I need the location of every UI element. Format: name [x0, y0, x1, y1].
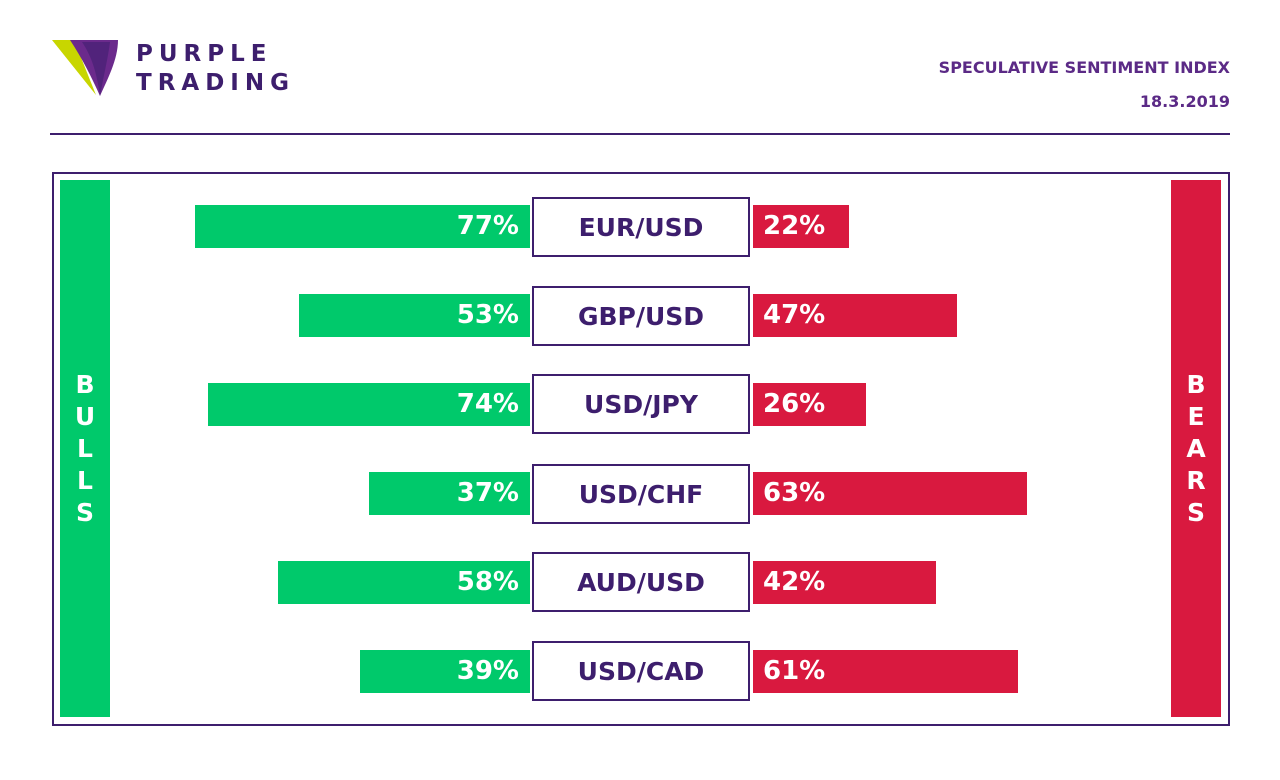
bears-letter: S [1186, 497, 1205, 527]
bull-bar: 74% [208, 383, 530, 426]
bulls-letter: L [77, 433, 93, 463]
brand-line-1: PURPLE [136, 41, 273, 67]
bulls-letter: S [75, 497, 94, 527]
bears-letter: R [1186, 465, 1206, 495]
currency-pair-label: USD/JPY [532, 374, 750, 434]
report-date: 18.3.2019 [1139, 92, 1230, 111]
bull-bar: 53% [299, 294, 530, 337]
bears-letter: A [1186, 433, 1206, 463]
bear-bar: 61% [753, 650, 1019, 693]
bear-bar: 26% [753, 383, 867, 426]
page-title: SPECULATIVE SENTIMENT INDEX [938, 58, 1230, 77]
bull-bar: 37% [369, 472, 530, 515]
bears-letter: B [1186, 369, 1206, 399]
bear-bar: 42% [753, 561, 936, 604]
currency-pair-label: EUR/USD [532, 197, 750, 257]
brand-line-2: TRADING [136, 70, 295, 96]
logo-mark-icon [52, 40, 118, 96]
currency-pair-label: GBP/USD [532, 286, 750, 346]
bull-bar: 39% [360, 650, 530, 693]
bear-bar: 22% [753, 205, 849, 248]
brand-name: PURPLE TRADING [136, 40, 295, 98]
bull-bar: 58% [277, 561, 530, 604]
chart-frame [52, 172, 1230, 726]
currency-pair-label: USD/CHF [532, 464, 750, 524]
bull-bar: 77% [195, 205, 530, 248]
bears-letter: E [1187, 401, 1205, 431]
bulls-letter: U [74, 401, 96, 431]
bear-bar: 63% [753, 472, 1028, 515]
currency-pair-label: AUD/USD [532, 552, 750, 612]
bulls-letter: B [75, 369, 95, 399]
currency-pair-label: USD/CAD [532, 641, 750, 701]
bulls-letter: L [77, 465, 93, 495]
header-divider [50, 133, 1230, 135]
bear-bar: 47% [753, 294, 958, 337]
